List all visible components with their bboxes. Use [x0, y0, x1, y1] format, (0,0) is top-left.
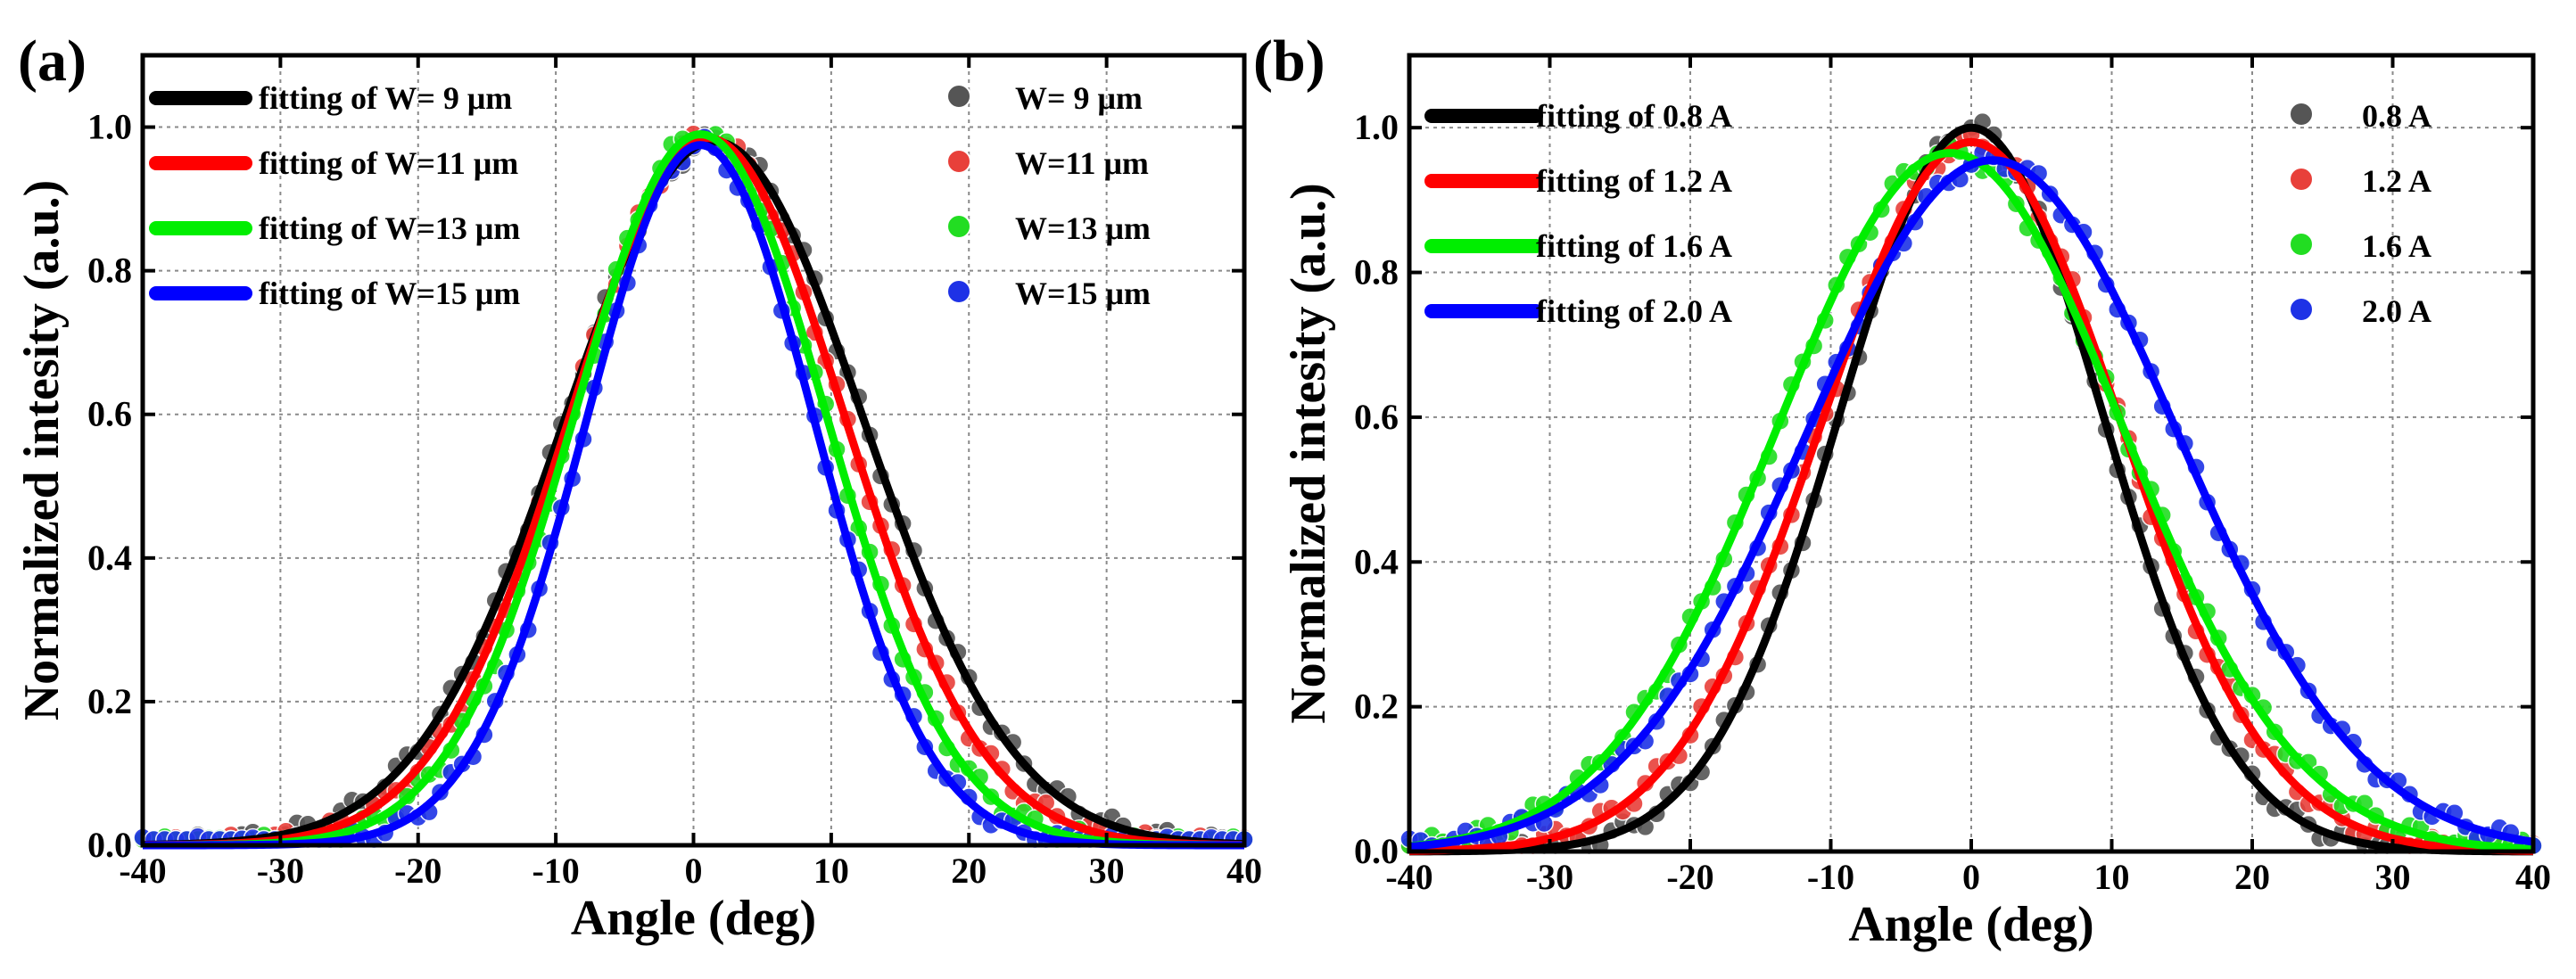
legend-marker-label: 2.0 A	[2362, 293, 2432, 329]
legend-fits: fitting of 0.8 A fitting of 1.2 A fitting …	[1424, 98, 1732, 329]
legend-marker-swatch	[2289, 232, 2314, 257]
fit-line	[142, 141, 1245, 850]
legend-marker-label: W=15 μm	[1015, 276, 1151, 311]
y-tick-label: 0.8	[87, 251, 132, 291]
fit-line	[1408, 156, 2534, 851]
fit-line	[1408, 149, 2534, 853]
x-tick-label: -20	[394, 851, 442, 891]
legend-marker-swatch	[2289, 297, 2314, 322]
fit-lines	[142, 130, 1245, 850]
y-tick-label: 0.6	[1354, 397, 1399, 437]
x-tick-label: 40	[2515, 857, 2551, 897]
x-axis-title: Angle (deg)	[1848, 897, 2093, 952]
x-tick-label: 0	[685, 851, 703, 891]
legend-fit-label: fitting of W= 9 μm	[259, 80, 512, 116]
legend-fit-label: fitting of W=15 μm	[259, 276, 520, 311]
y-tick-label: 0.0	[1354, 831, 1399, 871]
x-tick-label: 10	[813, 851, 849, 891]
x-tick-label: -40	[119, 851, 166, 891]
x-tick-label: 30	[1089, 851, 1125, 891]
y-tick-label: 0.8	[1354, 252, 1399, 292]
legend-marker-label: W=13 μm	[1015, 210, 1151, 246]
legend-fit-label: fitting of W=11 μm	[259, 145, 518, 181]
x-axis-title: Angle (deg)	[571, 891, 816, 946]
x-tick-label: 20	[2234, 857, 2270, 897]
fit-lines	[1408, 123, 2534, 856]
legend-marker-label: W= 9 μm	[1015, 80, 1143, 116]
x-tick-label: 30	[2375, 857, 2411, 897]
panel-b: -40 -30 -20 -10 0 10 20 30 40 0.0 0.2 0.4 0.6 0.8 1.0 A…	[1253, 29, 2551, 952]
y-axis-title: Normalized intesity (a.u.)	[1281, 183, 1336, 724]
x-tick-label: -20	[1666, 857, 1713, 897]
x-tick-label: 0	[1962, 857, 1980, 897]
legend-marker-swatch	[946, 84, 971, 109]
legend-marker-label: W=11 μm	[1015, 145, 1149, 181]
legend-marker-swatch	[946, 279, 971, 304]
legend-fit-label: fitting of 1.2 A	[1536, 163, 1732, 199]
y-axis-title: Normalized intesity (a.u.)	[14, 180, 70, 721]
fit-line	[1408, 137, 2534, 855]
y-tick-label: 0.6	[87, 394, 132, 434]
legend-marker-label: 1.2 A	[2362, 163, 2432, 199]
fit-line	[142, 134, 1245, 850]
legend-fits: fitting of W= 9 μm fitting of W=11 μm fitt…	[149, 80, 520, 311]
y-tick-label: 0.2	[1354, 687, 1399, 727]
x-tick-label: 10	[2094, 857, 2130, 897]
x-tick-label: -30	[1526, 857, 1573, 897]
legend-markers: W= 9 μm W=11 μm W=13 μm W=15 μm	[946, 80, 1151, 311]
legend-marker-swatch	[946, 149, 971, 174]
fit-line	[142, 130, 1245, 850]
x-tick-label: -40	[1385, 857, 1432, 897]
legend-fit-label: fitting of 1.6 A	[1536, 228, 1732, 264]
x-tick-label: -10	[1807, 857, 1854, 897]
fit-line	[1408, 123, 2534, 856]
y-tick-label: 1.0	[87, 107, 132, 147]
panel-a: -40 -30 -20 -10 0 10 20 30 40 0.0 0.2 0.4 0.6 0.8 1.0 A…	[14, 29, 1262, 946]
x-tick-label: 40	[1226, 851, 1262, 891]
legend-marker-swatch	[946, 214, 971, 239]
legend-fit-label: fitting of 2.0 A	[1536, 293, 1732, 329]
x-tick-label: -10	[532, 851, 579, 891]
legend-marker-swatch	[2289, 102, 2314, 127]
legend-marker-label: 0.8 A	[2362, 98, 2432, 134]
x-tick-label: 20	[951, 851, 987, 891]
legend-marker-swatch	[2289, 167, 2314, 192]
legend-fit-label: fitting of 0.8 A	[1536, 98, 1732, 134]
y-tick-label: 0.2	[87, 681, 132, 721]
x-tick-label: -30	[257, 851, 304, 891]
y-tick-label: 0.4	[87, 538, 132, 578]
legend-marker-label: 1.6 A	[2362, 228, 2432, 264]
panel-label: (a)	[18, 29, 87, 94]
legend-fit-label: fitting of W=13 μm	[259, 210, 520, 246]
legend-markers: 0.8 A 1.2 A 1.6 A 2.0 A	[2289, 98, 2432, 329]
y-tick-label: 0.0	[87, 825, 132, 865]
panel-label: (b)	[1253, 29, 1325, 94]
y-tick-label: 1.0	[1354, 107, 1399, 147]
y-tick-label: 0.4	[1354, 541, 1399, 581]
